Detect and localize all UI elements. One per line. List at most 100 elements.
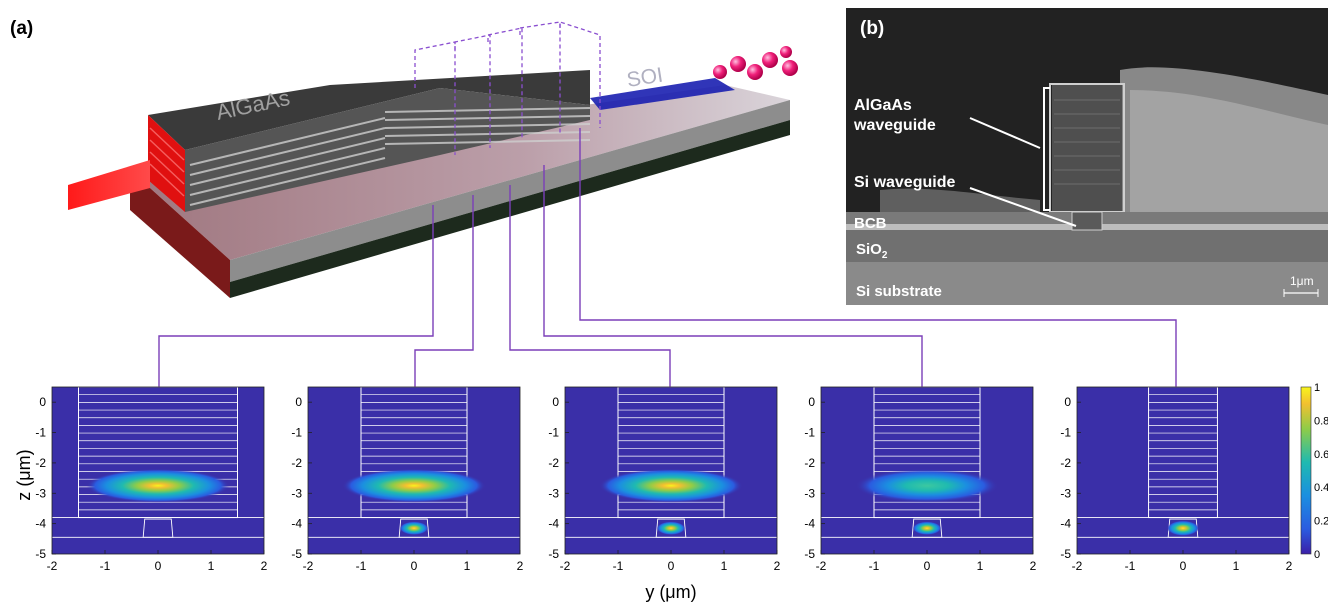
y-tick-label: -5 <box>291 547 302 561</box>
input-laser-beam <box>68 160 150 210</box>
y-tick-label: -1 <box>291 426 302 440</box>
sem-si-waveguide-label: Si waveguide <box>854 174 955 191</box>
y-tick-label: -4 <box>1060 517 1071 531</box>
x-tick-label: -2 <box>47 559 58 573</box>
x-tick-label: 0 <box>1180 559 1187 573</box>
x-tick-label: -2 <box>303 559 314 573</box>
y-tick-label: 0 <box>808 395 815 409</box>
sem-scale-bar-label: 1μm <box>1290 274 1314 288</box>
soi-3d-label: SOI <box>625 64 664 92</box>
y-tick-label: -1 <box>804 426 815 440</box>
x-tick-label: -2 <box>560 559 571 573</box>
x-tick-label: -1 <box>100 559 111 573</box>
sem-algaas-label-2: waveguide <box>853 117 936 134</box>
algaas-top <box>148 70 590 150</box>
si-waveguide-outline <box>398 518 430 538</box>
x-tick-label: -1 <box>613 559 624 573</box>
x-tick-label: 1 <box>464 559 471 573</box>
y-tick-label: -2 <box>1060 456 1071 470</box>
si-waveguide-outline <box>911 518 943 538</box>
y-tick-label: 0 <box>552 395 559 409</box>
colorbar-tick-label: 0.8 <box>1314 415 1328 427</box>
y-tick-label: -1 <box>35 426 46 440</box>
y-tick-label: 0 <box>1064 395 1071 409</box>
y-tick-label: -3 <box>804 486 815 500</box>
x-tick-label: -1 <box>869 559 880 573</box>
colorbar-tick-label: 0.2 <box>1314 516 1328 528</box>
y-tick-label: -2 <box>35 456 46 470</box>
optical-mode-algaas <box>342 468 486 503</box>
x-tick-label: -1 <box>1125 559 1136 573</box>
x-tick-label: 2 <box>261 559 268 573</box>
y-axis-title: z (μm) <box>14 449 34 500</box>
optical-mode-si <box>399 521 429 535</box>
mode-plot-5: -2 -1 0 1 2 0 -1 -2 -3 -4 -5 <box>1060 386 1293 573</box>
colorbar <box>1300 386 1312 555</box>
y-tick-label: -4 <box>804 517 815 531</box>
y-tick-label: -1 <box>548 426 559 440</box>
y-tick-label: -3 <box>35 486 46 500</box>
x-tick-label: 1 <box>977 559 984 573</box>
x-tick-label: 2 <box>774 559 781 573</box>
sem-image <box>846 8 1328 305</box>
mode-plot-1: -2 -1 0 1 2 0 -1 -2 -3 -4 -5 <box>35 386 268 573</box>
sem-bcb-label: BCB <box>854 215 887 232</box>
y-tick-label: -5 <box>804 547 815 561</box>
x-tick-label: 0 <box>668 559 675 573</box>
sem-sio2-label: SiO2 <box>856 241 888 261</box>
si-waveguide-outline <box>142 518 174 538</box>
y-tick-label: -5 <box>548 547 559 561</box>
x-tick-label: 2 <box>517 559 524 573</box>
optical-mode-algaas <box>86 468 230 503</box>
y-tick-label: -2 <box>804 456 815 470</box>
y-tick-label: -4 <box>35 517 46 531</box>
x-tick-label: -2 <box>816 559 827 573</box>
x-tick-label: 2 <box>1286 559 1293 573</box>
panel-a-label: (a) <box>10 18 33 39</box>
y-tick-label: 0 <box>295 395 302 409</box>
y-tick-label: -3 <box>548 486 559 500</box>
y-tick-label: -2 <box>291 456 302 470</box>
panel-b-label: (b) <box>860 18 884 39</box>
mode-plot-2: -2 -1 0 1 2 0 -1 -2 -3 -4 -5 <box>291 386 524 573</box>
optical-mode-si <box>656 521 686 535</box>
photon-spheres <box>713 46 798 80</box>
colorbar-tick-label: 0.4 <box>1314 482 1328 494</box>
y-tick-label: 0 <box>39 395 46 409</box>
y-tick-label: -5 <box>1060 547 1071 561</box>
y-tick-label: -4 <box>291 517 302 531</box>
x-tick-label: 0 <box>411 559 418 573</box>
sem-algaas-label-1: AlGaAs <box>854 97 912 114</box>
mode-plot-4: -2 -1 0 1 2 0 -1 -2 -3 -4 -5 <box>804 386 1037 573</box>
colorbar-ticks: 1 0.8 0.6 0.4 0.2 0 <box>1314 382 1328 561</box>
y-tick-label: -1 <box>1060 426 1071 440</box>
x-tick-label: 0 <box>155 559 162 573</box>
y-tick-label: -5 <box>35 547 46 561</box>
x-axis-title: y (μm) <box>645 582 696 602</box>
colorbar-tick-label: 0 <box>1314 549 1320 561</box>
y-tick-label: -4 <box>548 517 559 531</box>
optical-mode-algaas <box>599 468 743 503</box>
optical-mode-si <box>912 521 942 535</box>
colorbar-tick-label: 0.6 <box>1314 449 1328 461</box>
optical-mode-algaas <box>855 468 999 503</box>
x-tick-label: -2 <box>1072 559 1083 573</box>
cross-section-planes <box>414 21 601 155</box>
substrate-side <box>130 170 230 298</box>
soi-waveguide-strip <box>590 78 735 110</box>
mode-plot-3: -2 -1 0 1 2 0 -1 -2 -3 -4 -5 <box>548 386 781 573</box>
x-tick-label: 1 <box>208 559 215 573</box>
x-tick-label: 1 <box>721 559 728 573</box>
y-tick-label: -3 <box>291 486 302 500</box>
mode-profile-plots: -2 -1 0 1 20-1-2-3-4-5-2 -1 0 1 20-1-2-3-4-5-2 -1… <box>35 386 1293 573</box>
y-tick-label: -2 <box>548 456 559 470</box>
optical-mode-si <box>1167 520 1199 536</box>
x-tick-label: -1 <box>356 559 367 573</box>
algaas-front-stripes <box>185 88 591 212</box>
si-waveguide-outline <box>655 518 687 538</box>
x-tick-label: 0 <box>924 559 931 573</box>
x-tick-label: 2 <box>1030 559 1037 573</box>
colorbar-tick-label: 1 <box>1314 382 1320 394</box>
x-tick-label: 1 <box>1233 559 1240 573</box>
